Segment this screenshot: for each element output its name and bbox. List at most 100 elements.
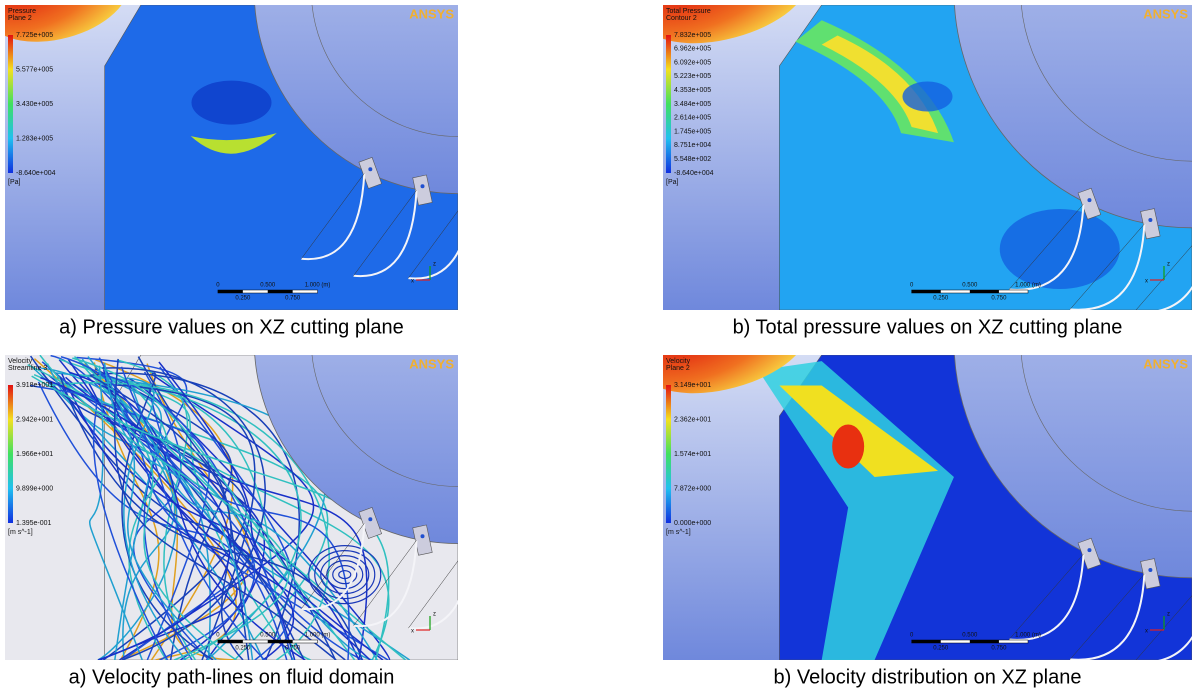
bolt [368, 517, 372, 521]
scale-label: 0.500 [260, 283, 276, 289]
colorbar-label: 0.000e+000 [674, 520, 711, 527]
panel-image [0, 0, 662, 310]
logo: ANSYS [409, 6, 454, 21]
jet-max [832, 425, 864, 469]
legend-title: Velocity [8, 358, 33, 365]
colorbar-label: 1.395e-001 [16, 520, 52, 527]
low-zone [192, 81, 272, 125]
colorbar-label: 7.832e+005 [674, 32, 711, 39]
scale-seg [970, 290, 999, 293]
colorbar-label: -8.640e+004 [674, 170, 714, 177]
patch [1000, 209, 1120, 289]
bolt [421, 184, 425, 188]
scale-seg [218, 640, 243, 643]
blade [510, 504, 573, 590]
scale-label: 1.000 (m) [305, 633, 331, 639]
scale-label: 0.750 [991, 646, 1007, 652]
unit: [m s^-1] [666, 529, 691, 536]
colorbar-label: 5.577e+005 [16, 66, 53, 73]
bolt [529, 175, 533, 179]
colorbar-label: 3.430e+005 [16, 101, 53, 108]
scale-label: 1.000 (m) [305, 283, 331, 289]
colorbar-label: 1.283e+005 [16, 135, 53, 142]
colorbar [666, 35, 671, 173]
colorbar [8, 385, 13, 523]
colorbar-label: 2.614e+005 [674, 115, 711, 122]
unit: [m s^-1] [8, 529, 33, 536]
legend-subtitle: Streamline 3 [8, 365, 47, 372]
legend-title: Pressure [8, 8, 36, 15]
colorbar-label: 3.149e+001 [674, 382, 711, 389]
colorbar-label: 3.918e+001 [16, 382, 53, 389]
colorbar-label: 8.751e+004 [674, 142, 711, 149]
panel-image [633, 0, 1197, 313]
caption: b) Total pressure values on XZ cutting p… [733, 316, 1123, 338]
colorbar-label: 1.745e+005 [674, 128, 711, 135]
legend-subtitle: Plane 2 [8, 15, 32, 22]
scale-label: 0.250 [933, 646, 949, 652]
blade-mount [523, 166, 539, 195]
caption: a) Pressure values on XZ cutting plane [59, 316, 404, 338]
logo: ANSYS [409, 356, 454, 371]
blade-outline [462, 181, 525, 266]
bolt [529, 525, 533, 529]
scale-label: 0.750 [991, 296, 1007, 302]
axis-label: x [1145, 279, 1148, 285]
blade [510, 154, 573, 240]
blade-mount [569, 140, 589, 170]
colorbar-label: 4.353e+005 [674, 87, 711, 94]
legend-title: Velocity [666, 358, 691, 365]
colorbar-label: 1.966e+001 [16, 451, 53, 458]
legend-subtitle: Contour 2 [666, 15, 697, 22]
scale-label: 0.500 [962, 633, 978, 639]
logo: ANSYS [1143, 356, 1188, 371]
axis-label: z [433, 612, 436, 618]
scale-seg [970, 640, 999, 643]
blade-mount [469, 528, 485, 557]
caption: a) Velocity path-lines on fluid domain [69, 666, 395, 688]
logo: ANSYS [1143, 6, 1188, 21]
colorbar-label: -8.640e+004 [16, 170, 56, 177]
colorbar-label: 7.725e+005 [16, 32, 53, 39]
patch [903, 82, 953, 112]
scale-seg [268, 640, 293, 643]
scale-label: 0.750 [285, 296, 301, 302]
scale-label: 0.750 [285, 646, 301, 652]
blade-outline [510, 504, 573, 589]
axis-label: x [1145, 629, 1148, 635]
bolt [475, 537, 479, 541]
scale-label: 0.500 [260, 633, 276, 639]
scale-label: 0.500 [962, 283, 978, 289]
blade-mount [469, 178, 485, 207]
blade [462, 181, 525, 267]
blade-mount [523, 516, 539, 545]
bolt [577, 498, 581, 502]
caption: b) Velocity distribution on XZ plane [774, 666, 1082, 688]
colorbar-label: 1.574e+001 [674, 451, 711, 458]
axis-label: z [1167, 262, 1170, 268]
scale-label: 0.250 [933, 296, 949, 302]
unit: [Pa] [8, 179, 21, 186]
blade-outline [510, 154, 573, 239]
scale-seg [218, 290, 243, 293]
scale-seg [268, 290, 293, 293]
axis-label: x [411, 629, 414, 635]
scale-seg [912, 640, 941, 643]
colorbar [8, 35, 13, 173]
axis-label: z [1167, 612, 1170, 618]
scale-seg [912, 290, 941, 293]
figure: PressurePlane 2 7.725e+005 5.577e+005 3.430… [0, 0, 1197, 691]
bolt [1148, 218, 1152, 222]
colorbar-label: 9.899e+000 [16, 485, 53, 492]
unit: [Pa] [666, 179, 679, 186]
bolt [577, 148, 581, 152]
colorbar-label: 2.942e+001 [16, 416, 53, 423]
colorbar-label: 5.548e+002 [674, 156, 711, 163]
blade-outline [462, 531, 525, 616]
colorbar-label: 6.962e+005 [674, 46, 711, 53]
colorbar-label: 6.092e+005 [674, 59, 711, 66]
bolt [1148, 568, 1152, 572]
colorbar-label: 5.223e+005 [674, 73, 711, 80]
bolt [368, 167, 372, 171]
